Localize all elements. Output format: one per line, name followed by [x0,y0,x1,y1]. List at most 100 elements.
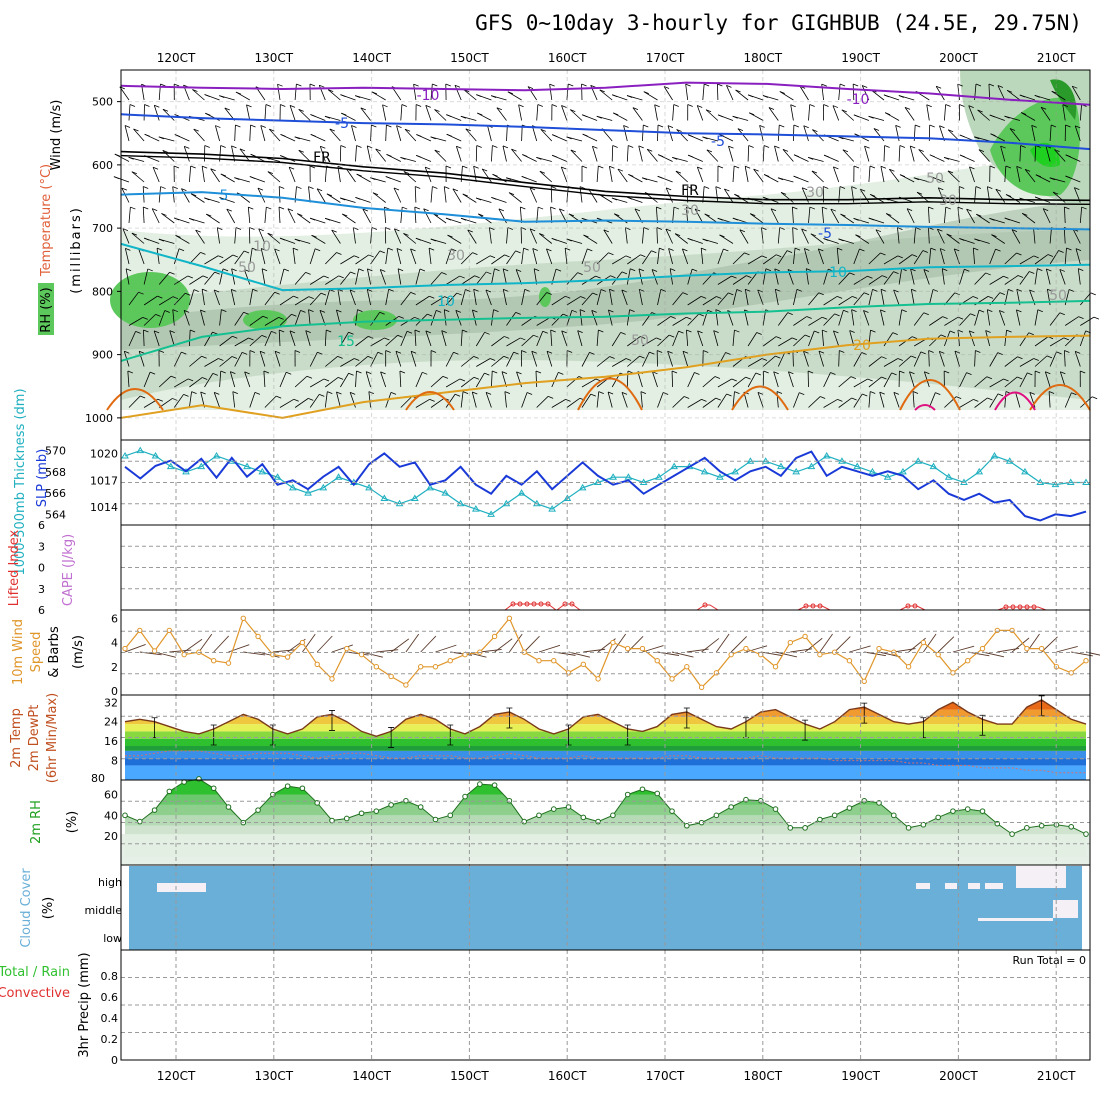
wind-barb-flag [329,128,335,132]
rh-point [373,808,380,814]
wind-barb [793,316,807,326]
wind-barb-flag [833,330,839,334]
wind-barb-flag [939,125,945,129]
wind-barb [873,128,885,142]
rh-point [595,818,601,825]
wind-barb [325,275,339,285]
wind-barb [726,85,734,101]
wind-barb [403,233,417,244]
wind-barb [717,248,724,265]
wind-barb-flag [518,104,524,108]
wind-barb [219,335,233,347]
wind-barb [351,125,356,142]
wind-barb [1079,207,1083,224]
wind-barb [838,310,844,326]
wind-barb [687,313,700,326]
wind-barb [355,371,357,388]
wind-barb-flag [451,248,457,252]
wind-barb-flag [746,275,752,279]
contour-label: -5 [818,226,832,242]
wind-barb-flag [390,392,397,395]
wind-barb [181,188,190,203]
rh-green-patch [353,310,397,330]
wind-barb [204,255,219,265]
rh2m-units: (%) [65,811,80,834]
wind-barb-flag [473,376,480,380]
wind-barb-flag [274,248,280,252]
wind-barb-flag [260,125,266,128]
wind-barb [632,107,643,121]
wind-barb-flag [1005,194,1012,197]
surface-wind-barb [213,635,230,653]
wind-barb-flag [473,356,479,359]
wind-barb [400,104,403,121]
wind-barb [260,248,266,265]
rh-point [1083,831,1089,837]
wind-barb [732,391,735,408]
wind-barb-flag [910,268,916,272]
wind-barb-flag [776,254,782,258]
wind-barb [1031,125,1036,142]
wind-barb-flag [267,171,274,174]
contour-label: 30 [806,185,824,201]
wind-barb [370,227,373,244]
wind-barb-flag [911,254,918,258]
wind-barb [193,128,205,142]
lifted-index-line [556,603,581,611]
isotherm-25-bump [577,377,643,411]
wind-barb [716,83,719,101]
wind-barb [974,376,988,388]
thickness-point [121,451,129,459]
wind-barb-flag [181,188,187,192]
wind-barb-flag [660,288,666,292]
wind-barb-flag [989,114,995,118]
wind-tick-label: 0 [111,685,118,698]
wind-barb [696,166,704,183]
isotherm-5 [120,191,1091,231]
wind-barb-flag [1043,208,1049,211]
temp-minmax-bar [447,724,454,746]
x-tick-label-bottom: 120CT [157,1069,196,1083]
wind-barb-flag [803,350,809,354]
rh-point [713,812,720,819]
wind-barb-flag [385,176,391,179]
wind-barb [173,248,180,265]
wind-barb [1049,125,1052,142]
wind-barb [732,289,738,306]
wind-units: (m/s) [71,635,86,669]
wind-barb-flag [697,330,703,334]
wind-barb-flag [830,208,836,212]
wind-barb [172,309,175,326]
wind-barb [566,186,569,203]
wind-barb [581,292,593,306]
thickness-tick-label: 570 [45,445,66,458]
wind-barb-flag [901,309,907,313]
rh-point [979,808,986,814]
isotherm--5 [120,113,1091,151]
wind-barb [127,371,130,388]
wind-barb-flag [355,197,361,200]
wind-barb [621,289,628,306]
wind-barb [521,289,526,306]
wind-barb-flag [959,154,966,158]
wind-barb [913,351,922,367]
wind-barb [1004,376,1018,388]
wind-barb [153,105,160,121]
wind-barb [607,391,613,408]
wind-barb [488,227,492,244]
wind-barb [918,149,930,162]
isotherm-25-bump [405,391,455,411]
wind-barb-flag [892,332,898,335]
wind-barb [853,352,862,367]
wind-barb [366,145,371,162]
wind-barb-flag [183,310,190,313]
wind-barb-flag [617,168,624,172]
wind-barb [445,275,460,285]
wind-barb [868,252,881,265]
wind-barb-flag [350,271,356,275]
wind-barb-flag [621,271,628,275]
wind-barb-flag [481,168,488,172]
wind-barb-flag [139,350,145,354]
wind-barb-flag [945,104,951,107]
wind-barb-flag [1007,89,1013,93]
